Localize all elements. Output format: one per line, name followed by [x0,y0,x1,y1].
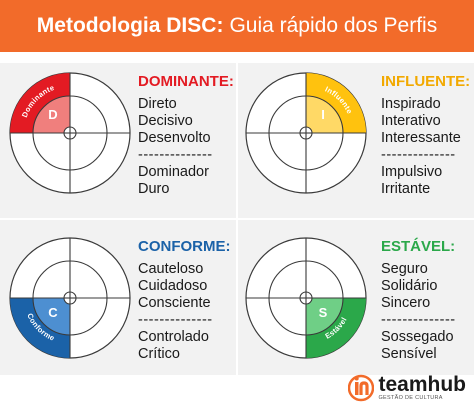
profile-title-estavel: ESTÁVEL: [381,238,456,255]
trait-dominante-3: Desenvolto [138,130,211,146]
profile-conforme: CONFORME: Cauteloso Cuidadoso Consciente… [138,238,248,363]
trait-conforme-3: Consciente [138,295,211,311]
page-header: Metodologia DISC: Guia rápido dos Perfis [0,0,474,52]
inner-segment-dominante [33,96,70,133]
trait-influente-3: Interessante [381,130,461,146]
wheel-dominante: Dominante D [9,72,131,194]
profile-influente: INFLUENTE: Inspirado Interativo Interess… [381,73,474,198]
trait-conforme-2: Cuidadoso [138,278,208,294]
wheel-influente: Influente I [245,72,367,194]
panel-bottom: Conforme C CONFORME: Cauteloso Cuidadoso… [0,220,474,375]
brand-tagline: GESTÃO DE CULTURA [378,394,443,401]
trait-influente-1: Inspirado [381,96,441,112]
inner-segment-estavel [306,298,343,335]
separator-influente: -------------- [381,147,456,163]
brand-text: teamhub GESTÃO DE CULTURA [378,372,466,402]
risk-dominante-2: Duro [138,181,170,197]
header-title-bold: Metodologia DISC: [36,14,224,37]
separator-estavel: -------------- [381,312,456,328]
risk-influente-1: Impulsivo [381,164,443,180]
letter-conforme: C [48,305,58,320]
brand-name: teamhub [378,372,466,396]
panel-top: Dominante D DOMINANTE: Direto Decisivo D… [0,63,474,218]
panel-divider [236,63,238,218]
profile-title-dominante: DOMINANTE: [138,73,234,90]
trait-estavel-3: Sincero [381,295,431,311]
teamhub-logo-icon [348,374,375,402]
risk-estavel-2: Sensível [381,346,437,362]
letter-dominante: D [48,107,57,122]
trait-dominante-2: Decisivo [138,113,193,129]
trait-conforme-1: Cauteloso [138,261,204,277]
trait-estavel-2: Solidário [381,278,438,294]
wheel-estavel: Estável S [245,237,367,359]
separator-dominante: -------------- [138,147,213,163]
header-title-rest: Guia rápido dos Perfis [229,14,438,37]
letter-influente: I [321,107,325,122]
risk-conforme-1: Controlado [138,329,209,345]
separator-conforme: -------------- [138,312,213,328]
risk-influente-2: Irritante [381,181,431,197]
profile-title-influente: INFLUENTE: [381,73,471,90]
profile-title-conforme: CONFORME: [138,238,231,255]
trait-estavel-1: Seguro [381,261,428,277]
profile-dominante: DOMINANTE: Direto Decisivo Desenvolto --… [138,73,248,198]
trait-dominante-1: Direto [138,96,177,112]
profile-estavel: ESTÁVEL: Seguro Solidário Sincero ------… [381,238,474,363]
letter-estavel: S [319,305,328,320]
brand-logo: teamhub GESTÃO DE CULTURA [348,372,466,404]
risk-conforme-2: Crítico [138,346,180,362]
wheel-conforme: Conforme C [9,237,131,359]
risk-dominante-1: Dominador [138,164,209,180]
trait-influente-2: Interativo [381,113,441,129]
inner-segment-influente [306,96,343,133]
inner-segment-conforme [33,298,70,335]
panel-divider [236,220,238,375]
risk-estavel-1: Sossegado [381,329,454,345]
